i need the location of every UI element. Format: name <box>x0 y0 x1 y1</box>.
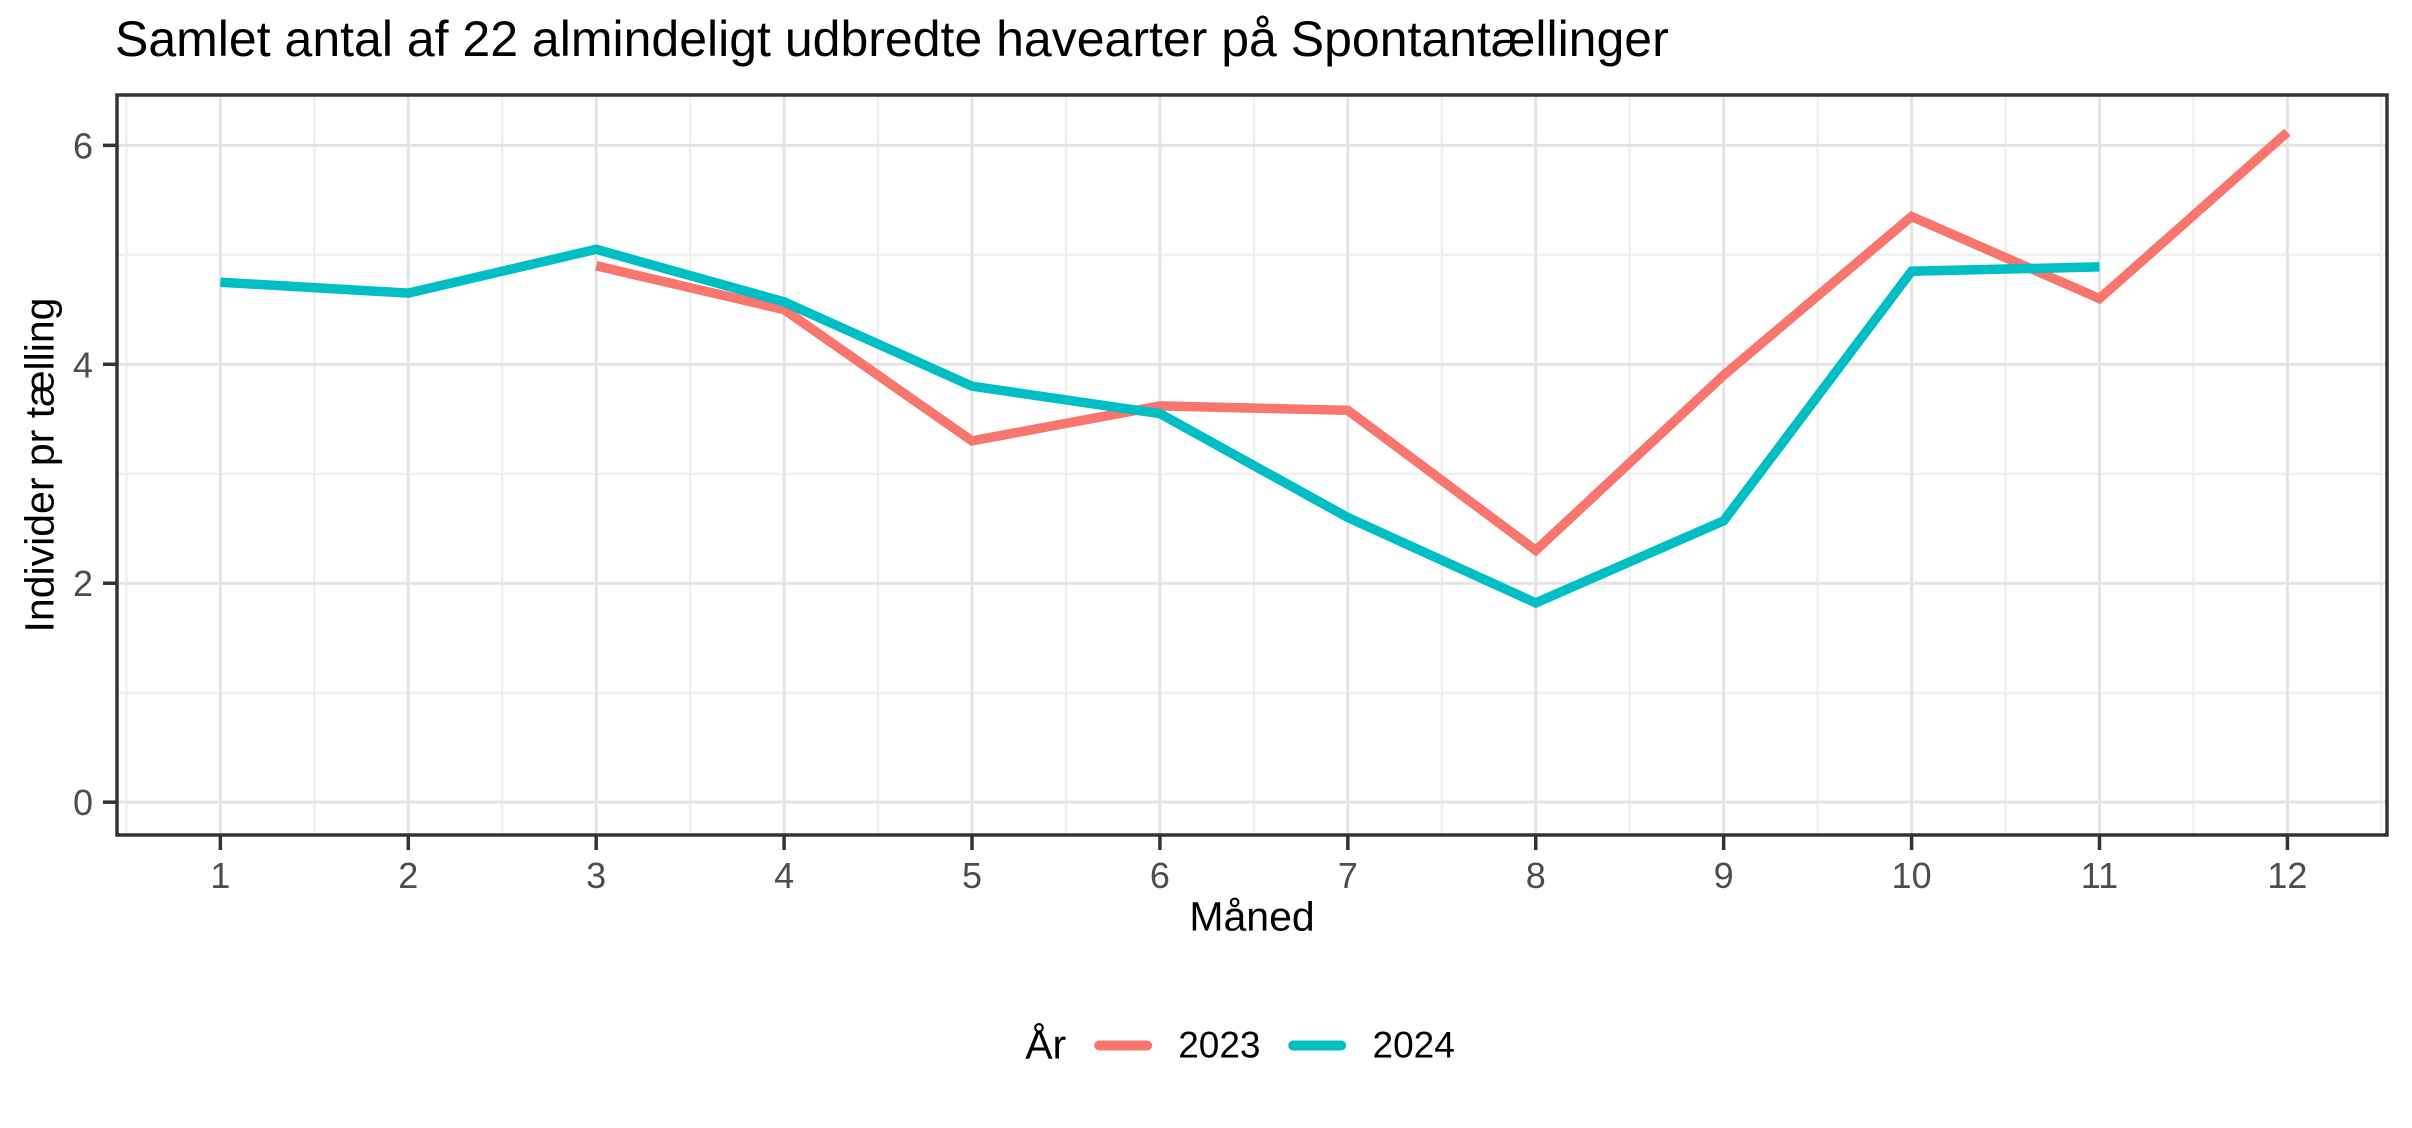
chart-title: Samlet antal af 22 almindeligt udbredte … <box>115 11 1669 67</box>
x-tick-label: 2 <box>398 855 418 896</box>
x-tick-label: 7 <box>1338 855 1358 896</box>
x-tick-label: 9 <box>1714 855 1734 896</box>
legend-label-2024: 2024 <box>1372 1024 1455 1065</box>
series-line-2023 <box>595 128 2291 557</box>
y-axis-title: Individer pr tælling <box>16 297 63 633</box>
x-tick-label: 4 <box>774 855 794 896</box>
y-tick-label: 0 <box>73 782 93 823</box>
y-tick-label: 4 <box>73 344 93 385</box>
legend-item-2024: 2024 <box>1288 1024 1455 1066</box>
x-tick-label: 5 <box>962 855 982 896</box>
y-tick-label: 6 <box>73 125 93 166</box>
panel-border <box>115 93 2389 837</box>
x-tick-label: 8 <box>1526 855 1546 896</box>
x-tick-label: 12 <box>2267 855 2307 896</box>
x-tick-label: 6 <box>1150 855 1170 896</box>
x-axis-title: Måned <box>1189 893 1315 940</box>
y-tick-label: 2 <box>73 563 93 604</box>
x-tick-label: 3 <box>586 855 606 896</box>
legend-label-2023: 2023 <box>1178 1024 1261 1065</box>
legend-swatch-2023 <box>1094 1040 1153 1050</box>
x-tick-label: 11 <box>2081 855 2118 896</box>
legend-title: År <box>1025 1021 1067 1068</box>
legend-swatch-2024 <box>1288 1040 1347 1050</box>
x-tick-label: 1 <box>210 855 230 896</box>
x-tick-label: 10 <box>1892 855 1932 896</box>
legend-item-2023: 2023 <box>1094 1024 1261 1066</box>
series-line-2024 <box>220 244 2100 609</box>
legend: År 2023 2024 <box>1025 1022 1455 1069</box>
